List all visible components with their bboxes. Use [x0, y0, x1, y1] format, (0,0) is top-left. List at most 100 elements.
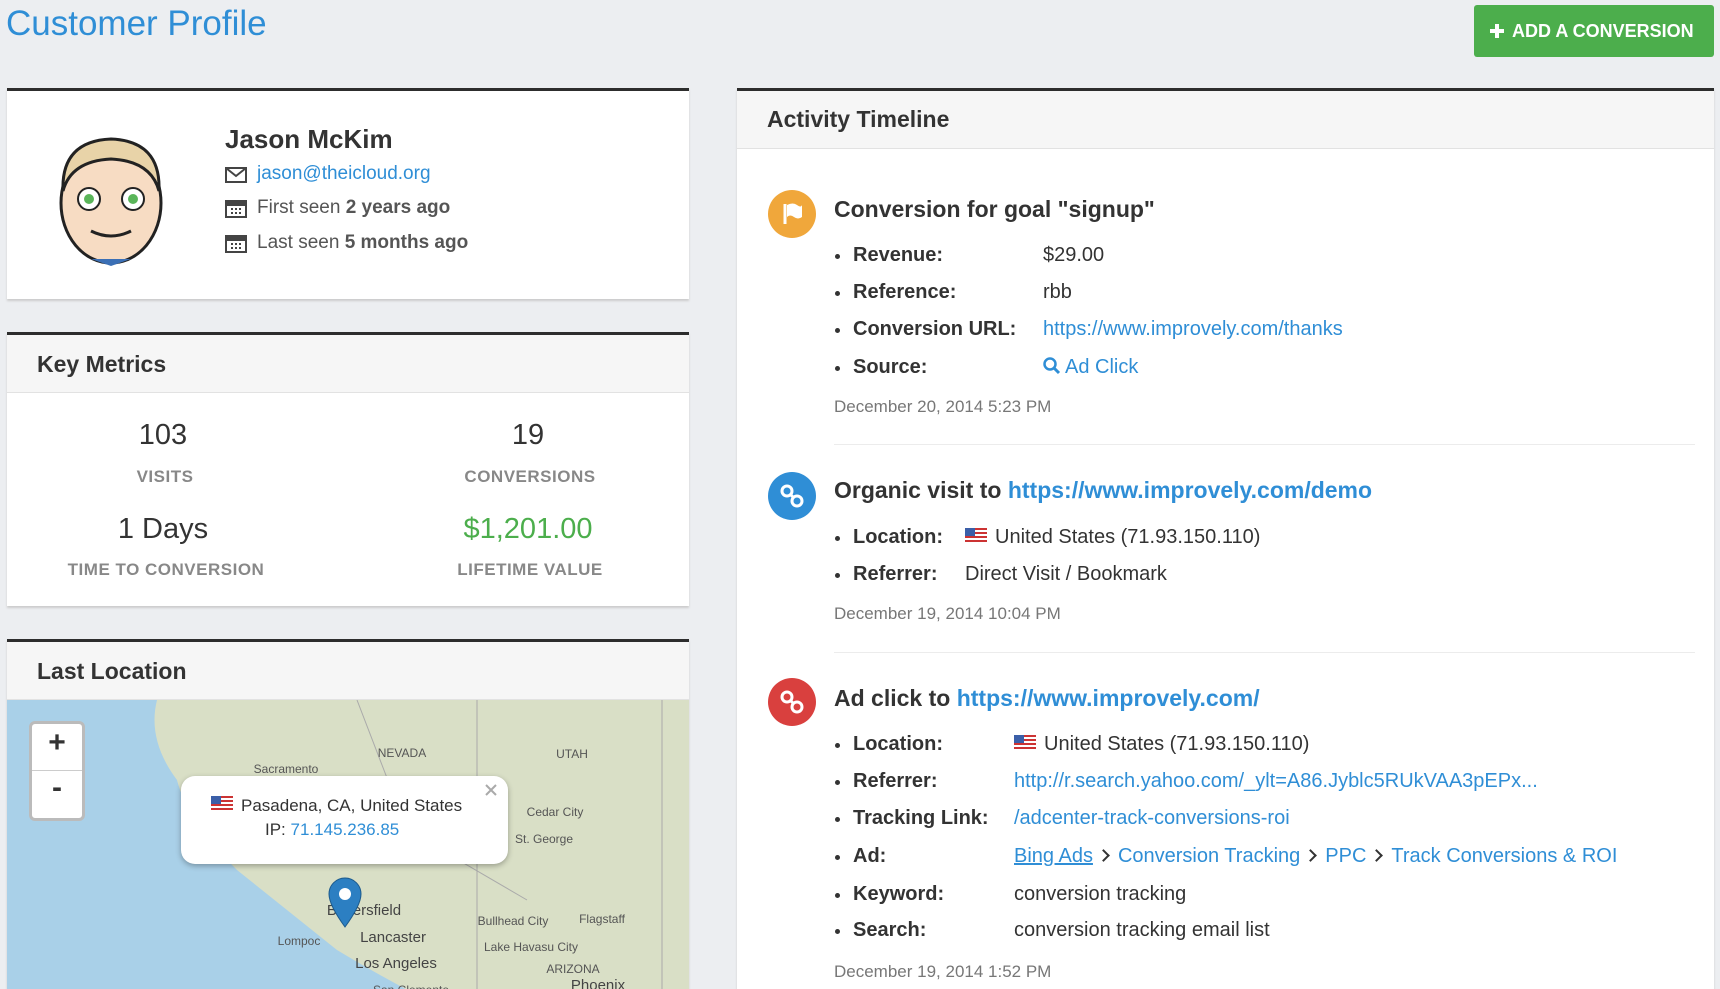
- value-text[interactable]: http://r.search.yahoo.com/_ylt=A86.Jyblc…: [1014, 770, 1538, 792]
- row-label: Revenue:: [853, 244, 944, 266]
- map-label: Cedar City: [527, 805, 584, 819]
- row-label: Reference:: [853, 281, 957, 303]
- ad-crumb[interactable]: Track Conversions & ROI: [1391, 845, 1618, 867]
- first-seen-value: 2 years ago: [345, 197, 451, 218]
- map-label: Lancaster: [360, 929, 426, 946]
- customer-email[interactable]: jason@theicloud.org: [257, 163, 431, 184]
- row-value: $29.00: [1043, 244, 1104, 267]
- card-title: Activity Timeline: [767, 106, 950, 132]
- ip-label: IP:: [265, 820, 286, 839]
- avatar: [59, 137, 163, 266]
- value-text[interactable]: /adcenter-track-conversions-roi: [1014, 807, 1290, 829]
- ad-crumb[interactable]: PPC: [1325, 845, 1367, 867]
- popup-ip: IP: 71.145.236.85: [265, 820, 399, 840]
- flag-icon: [211, 796, 233, 810]
- bullet: [835, 780, 840, 785]
- chevron: [1304, 849, 1318, 862]
- event-date: December 19, 2014 1:52 PM: [834, 962, 1052, 981]
- bullet: [835, 536, 840, 541]
- row-label: Search:: [853, 919, 927, 941]
- bullet: [835, 893, 840, 898]
- separator: [834, 444, 1695, 445]
- card-title: Key Metrics: [37, 351, 167, 377]
- zoom-control: + -: [29, 721, 85, 821]
- event-icon: [768, 678, 816, 726]
- bullet: [835, 291, 840, 296]
- row-value: /adcenter-track-conversions-roi: [1014, 807, 1290, 830]
- row-value: Direct Visit / Bookmark: [965, 563, 1167, 586]
- row-value: rbb: [1043, 281, 1072, 304]
- row-label: Source:: [853, 356, 928, 378]
- row-value: United States (71.93.150.110): [965, 526, 1260, 549]
- plus-icon: [1490, 24, 1504, 38]
- row-label: Location:: [853, 733, 943, 755]
- row-label: Conversion URL:: [853, 318, 1017, 340]
- ad-crumb[interactable]: Bing Ads: [1014, 845, 1093, 867]
- map-label: Phoenix: [571, 977, 626, 989]
- bullet: [835, 743, 840, 748]
- first-seen: First seen 2 years ago: [257, 197, 450, 219]
- place: Pasadena, CA, United States: [241, 796, 463, 815]
- event-link[interactable]: https://www.improvely.com/demo: [1007, 477, 1373, 503]
- search-icon: [1043, 357, 1061, 381]
- map-label: Los Angeles: [355, 955, 437, 972]
- location-card: Last Location Sacramento NEVADA UTAH Cedar …: [7, 639, 689, 989]
- card-header: Key Metrics: [7, 335, 689, 393]
- row-label: Tracking Link:: [853, 807, 989, 829]
- metric-label: LIFETIME VALUE: [457, 560, 603, 579]
- value-text: conversion tracking email list: [1014, 919, 1270, 941]
- page-title: Customer Profile: [6, 4, 267, 43]
- value-text: rbb: [1043, 281, 1072, 303]
- event-title-text: Organic visit to: [834, 477, 1002, 503]
- row-value: conversion tracking email list: [1014, 919, 1270, 942]
- map-label: ARIZONA: [546, 962, 599, 976]
- chevron: [1097, 849, 1110, 862]
- chevron: [1370, 849, 1384, 862]
- map-popup: Pasadena, CA, United States IP: 71.145.2…: [181, 776, 508, 864]
- calendar-icon: [225, 200, 247, 218]
- bullet: [835, 254, 840, 259]
- metric-value: 1 Days: [117, 513, 209, 545]
- map-marker: [328, 877, 362, 928]
- row-value: https://www.improvely.com/thanks: [1043, 318, 1343, 341]
- map-label: NEVADA: [378, 746, 426, 760]
- mail-icon: [225, 167, 247, 183]
- separator: [834, 652, 1695, 653]
- ad-crumb[interactable]: Conversion Tracking: [1117, 845, 1301, 867]
- add-conversion-button[interactable]: ADD A CONVERSION: [1474, 5, 1714, 57]
- row-label: Location:: [853, 526, 943, 548]
- map-label: Bullhead City: [478, 914, 549, 928]
- metric-value: 103: [138, 419, 188, 451]
- map-label: UTAH: [556, 747, 588, 761]
- row-value: Bing Ads Conversion Tracking PPC Track Conv…: [1014, 845, 1617, 868]
- event-title: Organic visit to https://www.improvely.c…: [834, 477, 1372, 504]
- row-value: http://r.search.yahoo.com/_ylt=A86.Jyblc…: [1014, 770, 1538, 793]
- map-label: St. George: [515, 832, 573, 846]
- card-header: Last Location: [7, 642, 689, 700]
- bullet: [835, 328, 840, 333]
- value-text: Direct Visit / Bookmark: [965, 563, 1167, 585]
- customer-name: Jason McKim: [225, 124, 393, 154]
- close-icon[interactable]: [485, 784, 497, 796]
- value-text: $29.00: [1043, 244, 1105, 266]
- event-date: December 19, 2014 10:04 PM: [834, 604, 1061, 623]
- metric-value: $1,201.00: [463, 513, 593, 545]
- value-text: United States (71.93.150.110): [995, 526, 1261, 548]
- row-value: United States (71.93.150.110): [1014, 733, 1309, 756]
- event-date: December 20, 2014 5:23 PM: [834, 397, 1052, 416]
- value-text[interactable]: https://www.improvely.com/thanks: [1043, 318, 1343, 340]
- map-label: Lompoc: [278, 934, 321, 948]
- value-text[interactable]: Ad Click: [1065, 356, 1139, 378]
- flag-icon: [965, 528, 987, 542]
- event-icon: [768, 472, 816, 520]
- zoom-out[interactable]: -: [32, 770, 82, 805]
- row-value: Ad Click: [1043, 356, 1138, 381]
- row-value: conversion tracking: [1014, 883, 1186, 906]
- event-icon: [768, 190, 816, 238]
- row-label: Referrer:: [853, 563, 938, 585]
- flag-icon: [1014, 735, 1036, 749]
- zoom-in[interactable]: +: [48, 726, 66, 759]
- event-link[interactable]: https://www.improvely.com/: [956, 685, 1260, 711]
- button-label: ADD A CONVERSION: [1512, 21, 1694, 41]
